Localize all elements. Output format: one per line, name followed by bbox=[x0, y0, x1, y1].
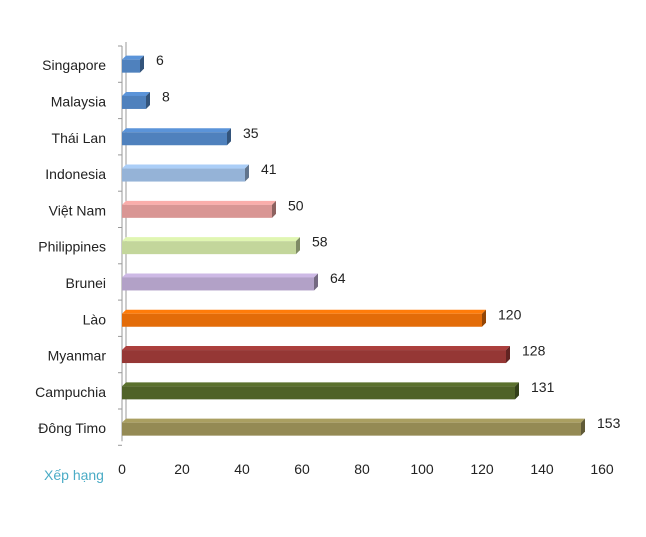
bar-front-face bbox=[122, 277, 314, 291]
y-tick-label: Việt Nam bbox=[49, 202, 106, 218]
x-tick-label: 100 bbox=[410, 461, 434, 477]
x-tick-label: 80 bbox=[354, 461, 370, 477]
bar-side-face bbox=[506, 346, 510, 364]
data-label: 131 bbox=[531, 379, 555, 395]
y-tick-label: Indonesia bbox=[45, 166, 106, 182]
bar-front-face bbox=[122, 241, 296, 255]
bar-side-face bbox=[482, 309, 486, 327]
bar-front-face bbox=[122, 132, 227, 146]
bar-top-face bbox=[122, 273, 318, 278]
y-tick-label: Đông Timo bbox=[38, 420, 106, 436]
bar bbox=[122, 309, 486, 327]
bar-front-face bbox=[122, 386, 515, 400]
y-tick-label: Philippines bbox=[38, 239, 106, 255]
x-tick-label: 20 bbox=[174, 461, 190, 477]
x-tick-label: 140 bbox=[530, 461, 554, 477]
x-tick-label: 40 bbox=[234, 461, 250, 477]
bar bbox=[122, 237, 300, 255]
y-tick-label: Myanmar bbox=[48, 348, 107, 364]
bar bbox=[122, 91, 150, 109]
bar-front-face bbox=[122, 95, 146, 109]
data-label: 8 bbox=[162, 88, 170, 104]
bar bbox=[122, 273, 318, 291]
data-label: 120 bbox=[498, 306, 522, 322]
bar bbox=[122, 164, 249, 182]
labels-layer: Singapore 6 Malaysia 8 Thái Lan 35 Indonesia 41… bbox=[35, 52, 620, 436]
bar-front-face bbox=[122, 204, 272, 218]
bar-top-face bbox=[122, 55, 144, 60]
bar bbox=[122, 200, 276, 218]
bar-side-face bbox=[227, 128, 231, 146]
bar bbox=[122, 382, 519, 400]
bar-side-face bbox=[146, 91, 150, 109]
data-label: 58 bbox=[312, 234, 328, 250]
bar-top-face bbox=[122, 418, 585, 423]
data-label: 41 bbox=[261, 161, 277, 177]
x-tick-label: 160 bbox=[590, 461, 614, 477]
bar-side-face bbox=[140, 55, 144, 73]
bar bbox=[122, 418, 585, 436]
bar-side-face bbox=[296, 237, 300, 255]
bar-side-face bbox=[581, 418, 585, 436]
data-label: 35 bbox=[243, 125, 259, 141]
bar-top-face bbox=[122, 91, 150, 96]
data-label: 128 bbox=[522, 343, 546, 359]
bar-top-face bbox=[122, 237, 300, 242]
bars-layer bbox=[122, 55, 585, 436]
x-axis-title: Xếp hạng bbox=[44, 467, 104, 483]
data-label: 50 bbox=[288, 197, 304, 213]
bar bbox=[122, 55, 144, 73]
bar-top-face bbox=[122, 346, 510, 351]
bar-front-face bbox=[122, 313, 482, 327]
bar-top-face bbox=[122, 382, 519, 387]
y-tick-label: Campuchia bbox=[35, 384, 106, 400]
y-tick-label: Singapore bbox=[42, 57, 106, 73]
data-label: 64 bbox=[330, 270, 346, 286]
x-tick-label: 60 bbox=[294, 461, 310, 477]
y-tick-label: Lào bbox=[83, 311, 107, 327]
bar-front-face bbox=[122, 350, 506, 364]
y-tick-label: Malaysia bbox=[51, 93, 106, 109]
bar-front-face bbox=[122, 168, 245, 182]
bar-side-face bbox=[272, 200, 276, 218]
bar-front-face bbox=[122, 422, 581, 436]
bar bbox=[122, 128, 231, 146]
data-label: 153 bbox=[597, 415, 621, 431]
bar bbox=[122, 346, 510, 364]
bar-side-face bbox=[314, 273, 318, 291]
bar-side-face bbox=[245, 164, 249, 182]
x-tick-label: 0 bbox=[118, 461, 126, 477]
x-tick-label: 120 bbox=[470, 461, 494, 477]
data-label: 6 bbox=[156, 52, 164, 68]
bar-top-face bbox=[122, 200, 276, 205]
bar-top-face bbox=[122, 128, 231, 133]
bar-side-face bbox=[515, 382, 519, 400]
y-tick-label: Brunei bbox=[66, 275, 106, 291]
bar-top-face bbox=[122, 164, 249, 169]
bar-top-face bbox=[122, 309, 486, 314]
axis-layer: 0 20 40 60 80 100 120 140 160 bbox=[118, 42, 614, 477]
bar-front-face bbox=[122, 59, 140, 73]
y-tick-label: Thái Lan bbox=[52, 130, 106, 146]
